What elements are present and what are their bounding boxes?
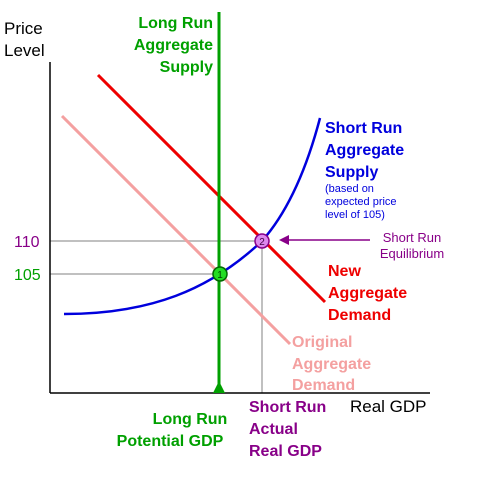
svg-text:Demand: Demand bbox=[292, 377, 355, 394]
x-axis-title: Real GDP bbox=[350, 397, 427, 416]
price-tick-110: 110 bbox=[14, 234, 40, 251]
svg-text:Potential GDP: Potential GDP bbox=[117, 433, 224, 450]
svg-text:Real GDP: Real GDP bbox=[249, 443, 322, 460]
svg-text:Original: Original bbox=[292, 334, 352, 351]
price-tick-105: 105 bbox=[14, 267, 41, 284]
svg-text:New: New bbox=[328, 263, 361, 280]
svg-text:Demand: Demand bbox=[328, 307, 391, 324]
svg-text:Short Run: Short Run bbox=[383, 230, 442, 245]
svg-text:Supply: Supply bbox=[325, 164, 378, 181]
new-ad-curve bbox=[96, 73, 327, 304]
svg-text:expected price: expected price bbox=[325, 196, 397, 208]
sr-actual-gdp-label: Short Run Actual Real GDP bbox=[249, 399, 326, 460]
original-ad-curve bbox=[60, 114, 292, 346]
equilibrium-2-label: 2 bbox=[259, 237, 265, 248]
svg-text:Short Run: Short Run bbox=[325, 120, 402, 137]
y-axis-title-line2: Level bbox=[4, 41, 45, 60]
svg-text:Long Run: Long Run bbox=[153, 411, 228, 428]
equilibrium-1-marker: 1 bbox=[212, 266, 228, 282]
svg-text:Aggregate: Aggregate bbox=[292, 356, 371, 373]
svg-text:Aggregate: Aggregate bbox=[328, 285, 407, 302]
sras-curve bbox=[63, 117, 322, 316]
svg-text:Supply: Supply bbox=[160, 59, 213, 76]
sras-label: Short Run Aggregate Supply bbox=[325, 120, 404, 181]
svg-text:Aggregate: Aggregate bbox=[325, 142, 404, 159]
original-ad-label: Original Aggregate Demand bbox=[292, 334, 371, 394]
svg-text:Aggregate: Aggregate bbox=[134, 37, 213, 54]
lr-potential-gdp-label: Long Run Potential GDP bbox=[117, 411, 228, 450]
equilibrium-1-label: 1 bbox=[217, 270, 223, 281]
svg-text:(based on: (based on bbox=[325, 183, 374, 195]
new-ad-label: New Aggregate Demand bbox=[328, 263, 407, 324]
lras-label: Long Run Aggregate Supply bbox=[134, 15, 213, 76]
svg-text:level of 105): level of 105) bbox=[325, 209, 385, 221]
svg-text:Short Run: Short Run bbox=[249, 399, 326, 416]
lras-arrow-up-icon bbox=[213, 381, 225, 393]
svg-text:Long Run: Long Run bbox=[138, 15, 213, 32]
svg-text:Equilibrium: Equilibrium bbox=[380, 246, 444, 261]
svg-text:Actual: Actual bbox=[249, 421, 298, 438]
sr-equilibrium-label: Short Run Equilibrium bbox=[380, 230, 444, 261]
sras-note: (based on expected price level of 105) bbox=[325, 183, 397, 221]
equilibrium-2-marker: 2 bbox=[254, 233, 270, 249]
y-axis-title-line1: Price bbox=[4, 19, 43, 38]
